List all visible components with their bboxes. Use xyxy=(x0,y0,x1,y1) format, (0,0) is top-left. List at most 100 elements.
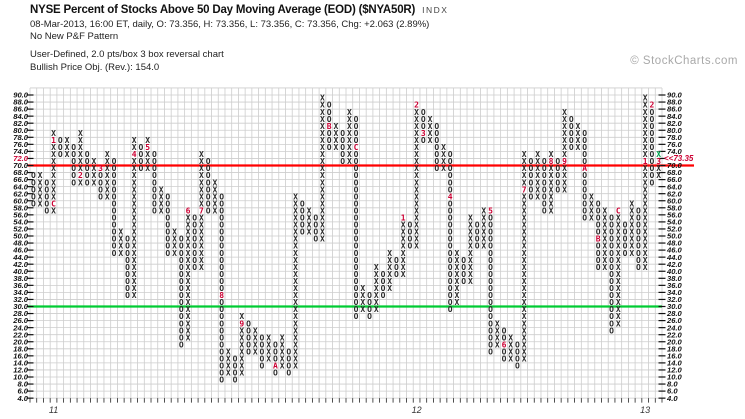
pnf-box-glyph: X xyxy=(199,157,204,166)
pnf-box-glyph: O xyxy=(273,369,278,378)
pnf-box-glyph: O xyxy=(448,242,453,251)
y-axis-label-right: 68.0 xyxy=(667,168,683,177)
pnf-box-glyph: O xyxy=(434,157,439,166)
pnf-box-glyph: X xyxy=(522,355,527,364)
y-axis-label-right: 20.0 xyxy=(666,337,683,346)
pnf-box-glyph: X xyxy=(38,199,43,208)
month-label: 3 xyxy=(98,164,103,173)
pnf-box-glyph: O xyxy=(44,185,49,194)
pnf-box-glyph: O xyxy=(434,136,439,145)
y-axis-label-left: 74.0 xyxy=(13,147,29,156)
pnf-box-glyph: X xyxy=(387,270,392,279)
pnf-box-glyph: X xyxy=(212,206,217,215)
pnf-box-glyph: O xyxy=(219,369,224,378)
pnf-box-glyph: X xyxy=(51,178,56,187)
pnf-box-glyph: X xyxy=(347,150,352,159)
month-label: 1 xyxy=(401,214,406,223)
y-axis-label-right: 78.0 xyxy=(667,133,683,142)
pnf-box-glyph: X xyxy=(320,171,325,180)
pnf-box-glyph: X xyxy=(535,164,540,173)
pnf-box-glyph: X xyxy=(522,228,527,237)
y-axis-label-right: 10.0 xyxy=(667,373,683,382)
pnf-box-glyph: X xyxy=(199,164,204,173)
y-axis-label-right: 84.0 xyxy=(667,112,683,121)
y-axis-label-right: 24.0 xyxy=(666,323,683,332)
pnf-box-glyph: X xyxy=(549,206,554,215)
pnf-box-glyph: O xyxy=(179,242,184,251)
pnf-box-glyph: X xyxy=(643,129,648,138)
pnf-box-glyph: O xyxy=(381,284,386,293)
pnf-box-glyph: X xyxy=(643,242,648,251)
pnf-box-glyph: X xyxy=(199,263,204,272)
y-axis-label-left: 78.0 xyxy=(13,133,29,142)
pnf-box-glyph: X xyxy=(616,221,621,230)
pnf-box-glyph: O xyxy=(354,291,359,300)
y-axis-label-left: 26.0 xyxy=(12,316,29,325)
month-label: 8 xyxy=(549,157,554,166)
support-resistance-lines xyxy=(28,164,694,308)
pnf-box-glyph: O xyxy=(179,312,184,321)
pnf-box-glyph: X xyxy=(522,312,527,321)
pnf-box-glyph: X xyxy=(51,171,56,180)
pnf-box-glyph: X xyxy=(226,369,231,378)
pnf-box-glyph: X xyxy=(38,192,43,201)
pnf-box-glyph: O xyxy=(354,235,359,244)
y-axis-label-left: 48.0 xyxy=(12,239,29,248)
pnf-box-glyph: O xyxy=(300,206,305,215)
pnf-box-glyph: O xyxy=(448,185,453,194)
pnf-box-glyph: O xyxy=(354,263,359,272)
pnf-box-glyph: X xyxy=(320,157,325,166)
pnf-box-glyph: X xyxy=(522,333,527,342)
pnf-box-glyph: X xyxy=(186,242,191,251)
pnf-box-glyph: O xyxy=(246,333,251,342)
y-axis-label-right: 6.0 xyxy=(667,387,678,396)
pnf-box-glyph: O xyxy=(206,178,211,187)
y-axis-label-left: 24.0 xyxy=(12,323,29,332)
pnf-box-glyph: X xyxy=(239,312,244,321)
pnf-box-glyph: X xyxy=(38,185,43,194)
y-axis-label-right: 48.0 xyxy=(666,239,683,248)
pnf-box-glyph: O xyxy=(515,355,520,364)
pnf-box-glyph: O xyxy=(246,326,251,335)
pnf-box-glyph: X xyxy=(522,178,527,187)
pnf-box-glyph: O xyxy=(609,263,614,272)
pnf-box-glyph: X xyxy=(468,263,473,272)
pnf-box-glyph: X xyxy=(280,347,285,356)
pnf-box-glyph: X xyxy=(293,326,298,335)
pnf-box-glyph: O xyxy=(502,355,507,364)
pnf-box-glyph: X xyxy=(535,178,540,187)
pnf-box-glyph: O xyxy=(273,347,278,356)
pnf-box-glyph: O xyxy=(650,157,655,166)
pnf-box-glyph: O xyxy=(448,277,453,286)
pnf-box-glyph: X xyxy=(643,94,648,103)
y-axis-label-right: 46.0 xyxy=(666,246,683,255)
month-label: 2 xyxy=(650,101,655,110)
pnf-box-glyph: X xyxy=(293,355,298,364)
month-label: A xyxy=(273,362,278,371)
pnf-box-glyph: O xyxy=(58,136,63,145)
y-axis-label-right: 28.0 xyxy=(666,309,683,318)
pnf-box-glyph: O xyxy=(461,270,466,279)
pnf-box-glyph: O xyxy=(354,305,359,314)
pnf-box-glyph: X xyxy=(105,157,110,166)
y-axis-label-left: 20.0 xyxy=(12,337,29,346)
pnf-box-glyph: X xyxy=(186,263,191,272)
pnf-box-glyph: O xyxy=(636,263,641,272)
pnf-box-glyph: O xyxy=(475,235,480,244)
month-label: 4 xyxy=(448,192,453,201)
y-axis-label-right: 50.0 xyxy=(667,232,683,241)
pnf-box-glyph: O xyxy=(407,242,412,251)
pnf-box-glyph: O xyxy=(596,228,601,237)
pnf-box-glyph: X xyxy=(468,277,473,286)
pnf-box-glyph: X xyxy=(320,185,325,194)
y-axis-label-left: 70.0 xyxy=(13,161,29,170)
month-label: 9 xyxy=(239,319,244,328)
pnf-box-glyph: X xyxy=(347,122,352,131)
pnf-box-glyph: X xyxy=(522,256,527,265)
pnf-box-glyph: X xyxy=(199,228,204,237)
pnf-box-glyph: X xyxy=(374,277,379,286)
pnf-box-glyph: X xyxy=(105,192,110,201)
pnf-box-glyph: X xyxy=(589,192,594,201)
pnf-box-glyph: X xyxy=(387,263,392,272)
month-label: 2 xyxy=(414,101,419,110)
